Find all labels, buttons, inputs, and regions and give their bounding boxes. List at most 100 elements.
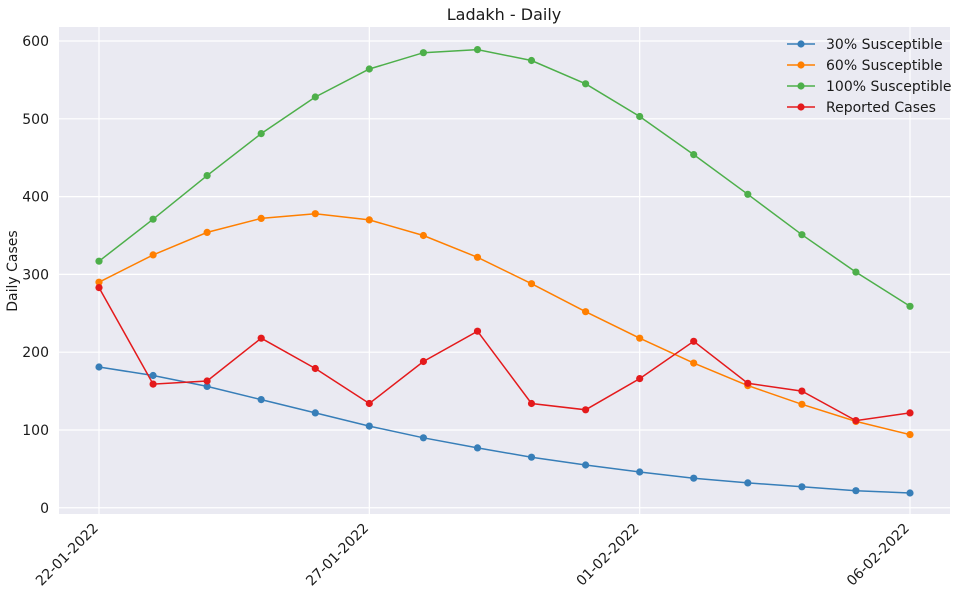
data-point	[582, 308, 590, 316]
data-point	[690, 359, 698, 367]
legend: 30% Susceptible 60% Susceptible 100% Susce…	[787, 37, 952, 116]
legend-label: Reported Cases	[826, 100, 936, 116]
data-point	[690, 474, 698, 482]
data-point	[149, 251, 157, 259]
data-point	[149, 215, 157, 223]
y-tick-label: 300	[22, 267, 49, 283]
data-point	[203, 382, 211, 390]
series-60-susceptible	[95, 210, 914, 439]
data-point	[527, 399, 536, 408]
data-point	[365, 216, 373, 224]
legend-label: 100% Susceptible	[826, 79, 952, 95]
legend-marker	[797, 82, 805, 90]
legend-marker	[797, 61, 805, 69]
data-point	[636, 468, 644, 476]
data-point	[852, 487, 860, 495]
data-point	[636, 334, 644, 342]
legend-item: Reported Cases	[787, 100, 936, 116]
legend-label: 30% Susceptible	[826, 37, 943, 53]
x-tick-label: 22-01-2022	[33, 521, 102, 590]
series-line	[98, 366, 911, 494]
data-point	[473, 253, 482, 261]
data-point	[473, 327, 482, 335]
y-tick-label: 100	[22, 423, 49, 439]
data-point	[636, 112, 644, 121]
series-line	[98, 287, 911, 422]
data-point	[419, 357, 427, 366]
data-point	[798, 387, 806, 395]
data-point	[690, 151, 698, 159]
y-tick-label: 200	[22, 345, 49, 361]
chart-title: Ladakh - Daily	[447, 5, 562, 24]
y-tick-label: 0	[40, 501, 49, 517]
data-point	[798, 231, 806, 239]
data-point	[149, 371, 157, 380]
data-point	[203, 377, 211, 385]
data-point	[690, 337, 698, 345]
x-tick-label: 01-02-2022	[574, 521, 643, 590]
data-point	[419, 231, 427, 240]
data-point	[257, 396, 265, 404]
data-point	[473, 46, 482, 54]
series-30-susceptible	[95, 363, 914, 497]
series-line	[98, 212, 911, 436]
y-tick-label: 500	[22, 112, 49, 128]
data-point	[311, 409, 319, 417]
data-point	[744, 479, 752, 487]
x-axis-ticks: 22-01-2022 27-01-2022 01-02-2022 06-02-2022	[33, 521, 913, 590]
data-point	[203, 172, 211, 180]
y-tick-label: 400	[22, 190, 49, 206]
data-point	[798, 483, 806, 491]
data-point	[473, 444, 482, 452]
series-reported-cases	[95, 284, 914, 425]
data-point	[582, 461, 590, 469]
series-100-susceptible	[95, 46, 914, 310]
data-point	[582, 406, 590, 414]
data-point	[365, 65, 373, 73]
data-point	[95, 363, 103, 371]
data-point	[419, 49, 427, 57]
data-point	[95, 284, 103, 292]
data-point	[744, 379, 752, 387]
data-point	[365, 399, 373, 408]
y-axis-ticks: 0 100 200 300 400 500 600	[22, 34, 49, 517]
legend-item: 100% Susceptible	[787, 79, 952, 95]
data-point	[798, 400, 806, 408]
data-point	[95, 278, 103, 286]
data-point	[582, 80, 590, 88]
legend-item: 30% Susceptible	[787, 37, 943, 53]
data-point	[906, 489, 914, 497]
data-point	[527, 280, 536, 288]
data-point	[95, 257, 103, 265]
legend-marker	[797, 103, 805, 111]
x-tick-label: 06-02-2022	[844, 521, 913, 590]
data-point	[149, 380, 157, 388]
data-point	[636, 375, 644, 383]
y-axis-label: Daily Cases	[5, 230, 21, 311]
data-point	[257, 334, 265, 342]
data-point	[311, 364, 319, 373]
series-line	[98, 48, 911, 307]
data-point	[257, 130, 265, 138]
data-point	[257, 214, 265, 222]
data-point	[906, 409, 914, 417]
data-point	[527, 453, 536, 461]
y-tick-label: 600	[22, 34, 49, 50]
data-point	[419, 434, 427, 442]
data-point	[203, 228, 211, 236]
data-point	[365, 422, 373, 430]
data-point	[852, 268, 860, 276]
series-layer	[95, 46, 914, 497]
data-point	[527, 56, 536, 65]
legend-label: 60% Susceptible	[826, 58, 943, 74]
legend-item: 60% Susceptible	[787, 58, 943, 74]
data-point	[906, 302, 914, 310]
data-point	[311, 93, 319, 101]
data-point	[852, 417, 860, 425]
legend-marker	[797, 40, 805, 48]
x-tick-label: 27-01-2022	[303, 521, 372, 590]
data-point	[311, 210, 319, 218]
data-point	[906, 431, 914, 439]
